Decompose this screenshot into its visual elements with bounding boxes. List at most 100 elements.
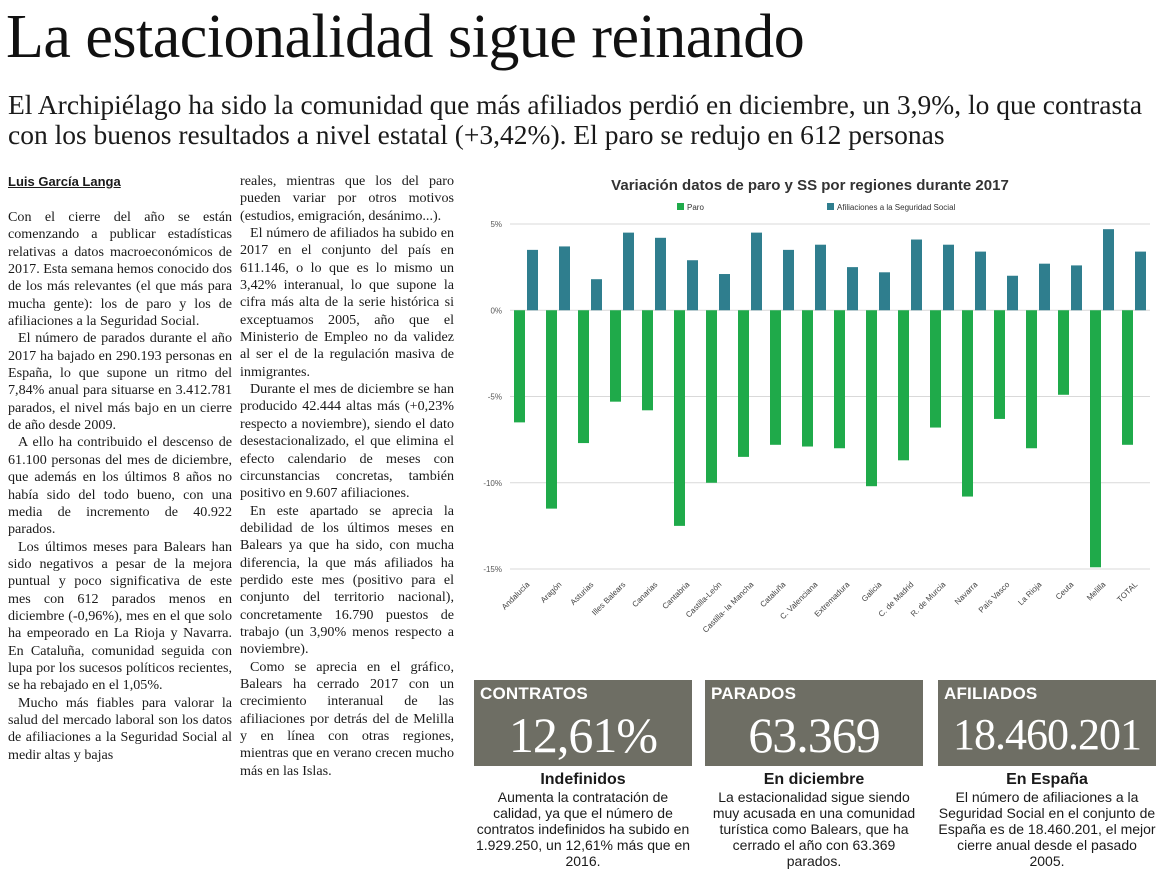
bar-paro	[706, 310, 717, 483]
bar-paro	[610, 310, 621, 402]
category-label: Aragón	[539, 580, 564, 605]
category-label: Ceuta	[1054, 580, 1076, 602]
bar-afiliaciones	[943, 244, 954, 311]
bar-paro	[866, 310, 877, 487]
stat-value: 12,61%	[508, 707, 658, 763]
stat-box-parados: PARADOS 63.369	[705, 680, 923, 766]
bar-paro	[514, 310, 525, 423]
paragraph: Mucho más fiables para valorar la salud …	[8, 694, 232, 763]
paragraph: reales, mientras que los del paro pueden…	[240, 173, 454, 224]
bar-afiliaciones	[719, 274, 730, 311]
bar-paro	[770, 310, 781, 445]
caption-title: Indefinidos	[540, 771, 626, 788]
bar-paro	[1090, 310, 1101, 568]
stat-value: 63.369	[748, 707, 881, 763]
stat-box-contratos: CONTRATOS 12,61%	[474, 680, 692, 766]
article-column-1: Con el cierre del año se están comenzand…	[8, 209, 232, 764]
y-tick-label: -15%	[483, 565, 502, 574]
category-label: Cataluña	[758, 580, 787, 609]
bar-paro	[802, 310, 813, 447]
legend-label-afiliaciones: Afiliaciones a la Seguridad Social	[837, 203, 956, 212]
bar-paro	[546, 310, 557, 509]
category-label: Extremadura	[813, 580, 852, 619]
bar-afiliaciones	[847, 267, 858, 311]
chart-title: Variación datos de paro y SS por regione…	[611, 177, 1009, 194]
y-tick-label: -5%	[488, 393, 502, 402]
caption-title: En España	[1006, 771, 1088, 788]
bar-afiliaciones	[623, 232, 634, 311]
bar-afiliaciones	[527, 249, 538, 311]
caption-text: La estacionalidad sigue siendo muy acusa…	[712, 789, 916, 869]
bar-paro	[1058, 310, 1069, 395]
category-label: R. de Murcia	[909, 580, 948, 619]
paragraph: A ello ha contribuido el descenso de 61.…	[8, 434, 232, 538]
regional-bar-chart: Variación datos de paro y SS por regione…	[470, 170, 1162, 670]
category-label: País Vasco	[977, 580, 1012, 615]
bar-afiliaciones	[815, 244, 826, 311]
bar-afiliaciones	[687, 260, 698, 311]
bar-afiliaciones	[879, 272, 890, 311]
paragraph: Los últimos meses para Balears han sido …	[8, 538, 232, 694]
bar-paro	[674, 310, 685, 526]
bar-afiliaciones	[1007, 275, 1018, 311]
paragraph: En este apartado se aprecia la debilidad…	[240, 502, 454, 658]
category-label: Galicia	[860, 580, 884, 604]
category-label: La Rioja	[1016, 580, 1044, 608]
stat-value: 18.460.201	[953, 710, 1142, 759]
category-label: Andalucía	[500, 580, 532, 612]
y-tick-label: 0%	[490, 306, 502, 315]
stat-caption-afiliados: En España El número de afiliaciones a la…	[938, 770, 1156, 869]
bar-afiliaciones	[1039, 263, 1050, 311]
bar-afiliaciones	[591, 279, 602, 311]
category-label: Melilla	[1085, 580, 1108, 603]
paragraph: Como se aprecia en el gráfico, Balears h…	[240, 658, 454, 779]
bar-afiliaciones	[1103, 229, 1114, 311]
bar-paro	[994, 310, 1005, 419]
y-tick-label: -10%	[483, 479, 502, 488]
category-label: Cantabria	[661, 580, 692, 611]
category-label: Asturias	[569, 580, 596, 607]
bar-afiliaciones	[655, 237, 666, 311]
bar-paro	[642, 310, 653, 411]
legend-swatch-paro	[677, 203, 684, 210]
y-tick-label: 5%	[490, 220, 502, 229]
article-column-2: reales, mientras que los del paro pueden…	[240, 173, 454, 780]
bar-paro	[738, 310, 749, 457]
headline: La estacionalidad sigue reinando	[6, 3, 805, 71]
stat-label: CONTRATOS	[480, 684, 588, 703]
bar-paro	[834, 310, 845, 449]
bar-afiliaciones	[911, 239, 922, 311]
bar-afiliaciones	[1071, 265, 1082, 311]
stat-label: AFILIADOS	[944, 684, 1038, 703]
byline[interactable]: Luis García Langa	[8, 174, 121, 189]
stat-box-afiliados: AFILIADOS 18.460.201	[938, 680, 1156, 766]
bar-paro	[578, 310, 589, 444]
bar-afiliaciones	[559, 246, 570, 311]
paragraph: El número de afiliados ha subido en 2017…	[240, 225, 454, 380]
bar-afiliaciones	[783, 249, 794, 311]
paragraph: Durante el mes de diciembre se han produ…	[240, 381, 454, 502]
paragraph: El número de parados durante el año 2017…	[8, 330, 232, 434]
category-label: TOTAL	[1115, 580, 1139, 604]
caption-text: El número de afiliaciones a la Seguridad…	[938, 789, 1156, 869]
bar-paro	[1026, 310, 1037, 449]
legend-label-paro: Paro	[687, 203, 704, 212]
bar-paro	[962, 310, 973, 497]
category-label: Illes Balears	[590, 580, 627, 617]
subheadline: El Archipiélago ha sido la comunidad que…	[8, 89, 1143, 150]
stat-caption-parados: En diciembre La estacionalidad sigue sie…	[705, 770, 923, 869]
bar-paro	[898, 310, 909, 461]
caption-title: En diciembre	[763, 771, 865, 788]
category-label: Canarias	[630, 580, 659, 609]
caption-text: Aumenta la contratación de calidad, ya q…	[475, 789, 691, 869]
bar-afiliaciones	[1135, 251, 1146, 311]
chart-svg: Variación datos de paro y SS por regione…	[483, 177, 1150, 635]
bar-afiliaciones	[975, 251, 986, 311]
stat-label: PARADOS	[711, 684, 797, 703]
category-label: Navarra	[953, 580, 980, 607]
bar-paro	[930, 310, 941, 428]
legend-swatch-afiliaciones	[827, 203, 834, 210]
bar-afiliaciones	[751, 232, 762, 311]
bar-paro	[1122, 310, 1133, 445]
stat-caption-contratos: Indefinidos Aumenta la contratación de c…	[474, 770, 692, 869]
